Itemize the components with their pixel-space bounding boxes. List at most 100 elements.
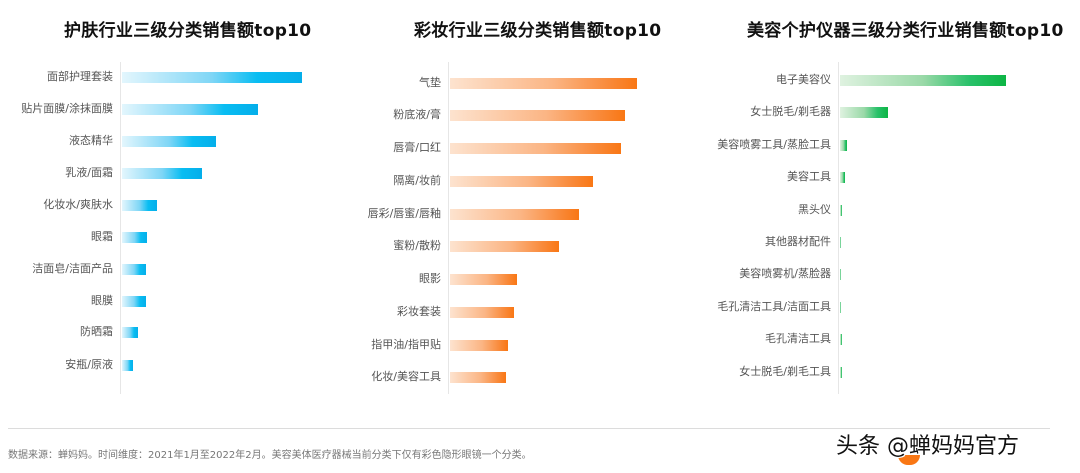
bar [122, 360, 133, 371]
skincare-chart-panel: 护肤行业三级分类销售额top10 面部护理套装贴片面膜/涂抹面膜液态精华乳液/面… [0, 0, 340, 400]
bar-row: 洁面皂/洁面产品 [0, 262, 146, 276]
bar [840, 172, 845, 183]
category-label: 毛孔清洁工具/洁面工具 [717, 300, 831, 313]
category-label: 眼膜 [91, 294, 113, 307]
bar [122, 232, 147, 243]
bar [122, 296, 146, 307]
bar-row: 贴片面膜/涂抹面膜 [0, 102, 258, 116]
beauty-device-chart-panel: 美容个护仪器三级分类行业销售额top10 电子美容仪女士脱毛/剃毛器美容喷雾工具… [700, 0, 1080, 400]
bar-row: 乳液/面霜 [0, 166, 202, 180]
bar [840, 367, 842, 378]
category-label: 美容工具 [787, 170, 831, 183]
bar [840, 107, 888, 118]
bar [840, 302, 841, 313]
category-label: 乳液/面霜 [65, 166, 113, 179]
bar-row: 化妆水/爽肤水 [0, 198, 157, 212]
y-axis-line [838, 62, 839, 394]
bar-row: 电子美容仪 [700, 73, 1006, 87]
y-axis-line [448, 62, 449, 394]
bar [840, 237, 841, 248]
category-label: 黑头仪 [798, 203, 831, 216]
bar [450, 307, 514, 318]
chart-title: 彩妆行业三级分类销售额top10 [414, 21, 662, 41]
bar-row: 美容喷雾工具/蒸脸工具 [700, 138, 847, 152]
category-label: 眼霜 [91, 230, 113, 243]
category-label: 安瓶/原液 [65, 358, 113, 371]
category-label: 女士脱毛/剃毛器 [750, 105, 831, 118]
bar [450, 241, 559, 252]
bar [122, 200, 157, 211]
category-label: 面部护理套装 [47, 70, 113, 83]
bar-row: 美容喷雾机/蒸脸器 [700, 267, 841, 281]
bar-row: 安瓶/原液 [0, 358, 133, 372]
bar [122, 168, 202, 179]
watermark-text: 头条 @蝉妈妈官方 [836, 434, 1019, 459]
category-label: 气垫 [419, 76, 441, 89]
bar-row: 其他器材配件 [700, 235, 841, 249]
data-source-note: 数据来源：蝉妈妈。时间维度：2021年1月至2022年2月。美容美体医疗器械当前… [8, 450, 532, 461]
y-axis-line [120, 62, 121, 394]
bar-row: 指甲油/指甲贴 [340, 338, 508, 352]
bar [450, 143, 621, 154]
makeup-chart-panel: 彩妆行业三级分类销售额top10 气垫粉底液/膏唇膏/口红隔离/妆前唇彩/唇蜜/… [340, 0, 700, 400]
category-label: 唇膏/口红 [393, 141, 441, 154]
category-label: 贴片面膜/涂抹面膜 [21, 102, 113, 115]
bar [450, 110, 625, 121]
chart-title: 护肤行业三级分类销售额top10 [64, 21, 312, 41]
bar-row: 唇膏/口红 [340, 141, 621, 155]
bar [450, 78, 637, 89]
bar [450, 274, 517, 285]
category-label: 指甲油/指甲贴 [371, 338, 441, 351]
bar-row: 面部护理套装 [0, 70, 302, 84]
category-label: 毛孔清洁工具 [765, 332, 831, 345]
bar-row: 化妆/美容工具 [340, 370, 506, 384]
bar-row: 蜜粉/散粉 [340, 239, 559, 253]
category-label: 隔离/妆前 [393, 174, 441, 187]
bar [122, 327, 138, 338]
bar-row: 唇彩/唇蜜/唇釉 [340, 207, 579, 221]
category-label: 眼影 [419, 272, 441, 285]
bar [840, 205, 842, 216]
footer-divider [8, 428, 1050, 429]
category-label: 美容喷雾机/蒸脸器 [739, 267, 831, 280]
category-label: 防晒霜 [80, 325, 113, 338]
bar-row: 气垫 [340, 76, 637, 90]
bar-row: 毛孔清洁工具 [700, 332, 842, 346]
bar-row: 彩妆套装 [340, 305, 514, 319]
bar-row: 液态精华 [0, 134, 216, 148]
bar-row: 黑头仪 [700, 203, 842, 217]
chart-title: 美容个护仪器三级分类行业销售额top10 [747, 21, 1064, 41]
category-label: 液态精华 [69, 134, 113, 147]
bar [122, 264, 146, 275]
bar-row: 美容工具 [700, 170, 845, 184]
category-label: 化妆水/爽肤水 [43, 198, 113, 211]
bar [450, 176, 593, 187]
bar [840, 334, 842, 345]
bar [450, 209, 579, 220]
bar [840, 140, 847, 151]
bar-row: 女士脱毛/剃毛工具 [700, 365, 842, 379]
category-label: 电子美容仪 [776, 73, 831, 86]
bar-row: 女士脱毛/剃毛器 [700, 105, 888, 119]
category-label: 其他器材配件 [765, 235, 831, 248]
bar-row: 眼霜 [0, 230, 147, 244]
bar-row: 粉底液/膏 [340, 108, 625, 122]
category-label: 唇彩/唇蜜/唇釉 [367, 207, 441, 220]
bar-row: 毛孔清洁工具/洁面工具 [700, 300, 841, 314]
bar-row: 眼影 [340, 272, 517, 286]
watermark-logo-icon [898, 455, 920, 465]
category-label: 美容喷雾工具/蒸脸工具 [717, 138, 831, 151]
bar-row: 眼膜 [0, 294, 146, 308]
bar-row: 隔离/妆前 [340, 174, 593, 188]
bar [122, 72, 302, 83]
bar [840, 269, 841, 280]
bar [450, 340, 508, 351]
category-label: 彩妆套装 [397, 305, 441, 318]
bar-row: 防晒霜 [0, 325, 138, 339]
category-label: 化妆/美容工具 [371, 370, 441, 383]
bar [840, 75, 1006, 86]
bar [122, 104, 258, 115]
bar [450, 372, 506, 383]
category-label: 洁面皂/洁面产品 [32, 262, 113, 275]
category-label: 粉底液/膏 [393, 108, 441, 121]
